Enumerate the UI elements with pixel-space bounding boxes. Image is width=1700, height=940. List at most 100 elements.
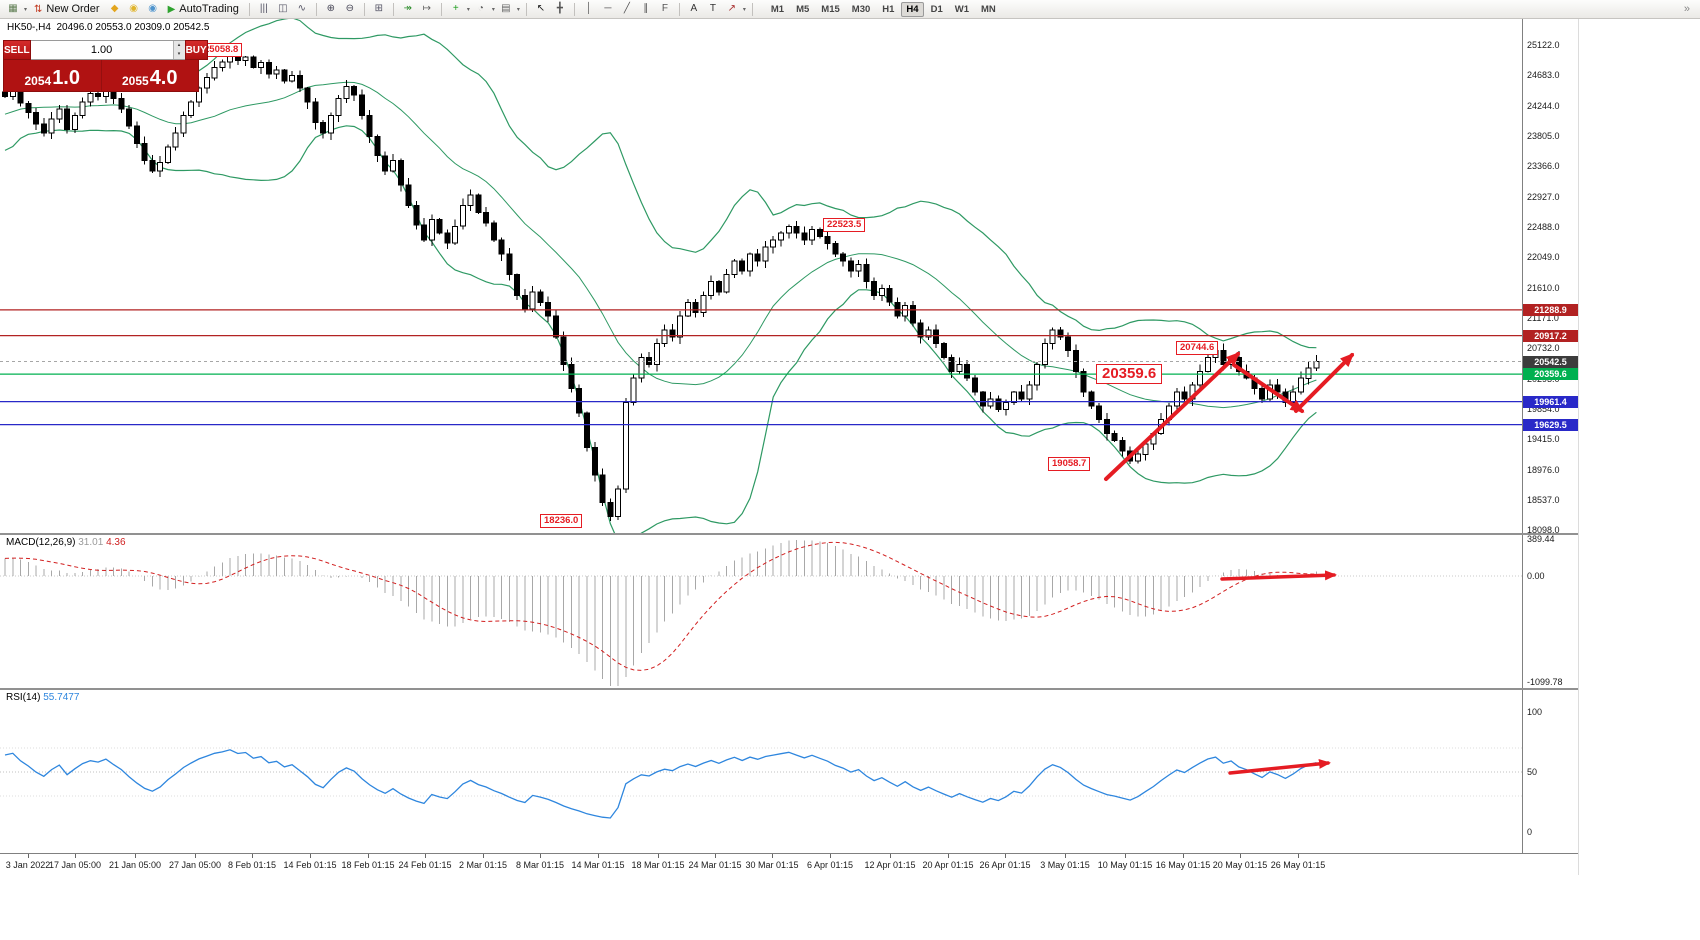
text-label-icon[interactable]: T <box>709 3 716 14</box>
time-axis-tick <box>540 854 541 858</box>
mql5-community-icon[interactable]: ◉ <box>129 3 138 14</box>
pane-separator[interactable] <box>0 688 1578 690</box>
sell-price-prefix: 2054 <box>24 74 52 88</box>
price-scale-label: 19854.0 <box>1527 404 1560 415</box>
trend-arrows[interactable] <box>1104 351 1355 481</box>
price-axis[interactable]: 25122.0 24683.0 24244.0 23805.0 23366.0 22927… <box>1522 19 1578 853</box>
price-scale-label: 22488.0 <box>1527 222 1560 233</box>
dropdown-caret-icon[interactable]: ▾ <box>491 6 495 13</box>
time-axis-label: 14 Mar 01:15 <box>571 860 625 870</box>
sell-button[interactable]: SELL <box>3 40 31 60</box>
price-annotation-20359.6[interactable]: 20359.6 <box>1096 364 1163 385</box>
volume-down-button[interactable]: ▾ <box>173 50 185 59</box>
zoom-out-icon[interactable]: ⊖ <box>345 3 355 14</box>
price-scale-label: 18098.0 <box>1527 525 1560 536</box>
timeframe-d1-button[interactable]: D1 <box>930 3 943 15</box>
rsi-scale-label: 50 <box>1527 767 1538 777</box>
timeframe-h1-button[interactable]: H1 <box>882 3 895 15</box>
toolbar-separator <box>678 2 680 16</box>
dropdown-caret-icon[interactable]: ▾ <box>24 6 28 13</box>
cursor-icon[interactable]: ↖ <box>536 3 546 14</box>
time-axis-tick <box>28 854 29 858</box>
macd-name: MACD(12,26,9) <box>6 537 76 548</box>
volume-up-button[interactable]: ▴ <box>173 41 185 50</box>
fibonacci-icon[interactable]: F <box>661 3 668 14</box>
vertical-line-icon[interactable]: │ <box>585 3 592 14</box>
crosshair-icon[interactable]: ╋ <box>556 3 563 14</box>
time-axis-tick <box>715 854 716 858</box>
auto-scroll-icon[interactable]: ↠ <box>403 3 413 14</box>
time-axis-tick <box>425 854 426 858</box>
price-annotation-25058.8[interactable]: 25058.8 <box>200 42 243 57</box>
time-axis[interactable]: 3 Jan 2022 17 Jan 05:00 21 Jan 05:00 27 Jan… <box>0 853 1578 875</box>
horizontal-line-icon[interactable]: ─ <box>604 3 612 14</box>
dropdown-caret-icon[interactable]: ▾ <box>516 6 520 13</box>
macd-main-value: 31.01 <box>78 537 104 548</box>
macd-indicator-pane: MACD(12,26,9) 31.01 4.36 <box>0 535 1522 688</box>
channel-icon[interactable]: ∥ <box>643 3 649 14</box>
price-annotation-20744.6[interactable]: 20744.6 <box>1176 340 1219 355</box>
chart-shift-icon[interactable]: ↦ <box>422 3 432 14</box>
autotrading-button-label: AutoTrading <box>179 3 239 15</box>
time-axis-tick <box>948 854 949 858</box>
indicators-icon[interactable]: + <box>452 3 459 14</box>
rsi-canvas[interactable] <box>0 690 1522 853</box>
timeframe-w1-button[interactable]: W1 <box>954 3 969 15</box>
chart-window-edge <box>1578 19 1579 875</box>
bar-chart-icon[interactable]: ||| <box>259 3 268 14</box>
arrows-tool-icon[interactable]: ↗ <box>727 3 737 14</box>
rsi-scale-label: 100 <box>1527 707 1543 717</box>
time-axis-tick <box>1005 854 1006 858</box>
autotrading-button[interactable]: ▶ AutoTrading <box>163 1 244 18</box>
timeframe-m30-button[interactable]: M30 <box>851 3 871 15</box>
time-axis-label: 17 Jan 05:00 <box>48 860 102 870</box>
price-chart-pane: 25058.8 22523.5 20744.6 20359.6 19058.7 18236… <box>0 19 1522 533</box>
price-annotation-22523.5[interactable]: 22523.5 <box>823 217 866 232</box>
price-chart-canvas[interactable] <box>0 19 1522 533</box>
line-chart-icon[interactable]: ∿ <box>297 3 307 14</box>
buy-price-prefix: 2055 <box>121 74 149 88</box>
time-axis-tick <box>890 854 891 858</box>
toolbar-separator <box>573 2 575 16</box>
timeframe-m1-button[interactable]: M1 <box>770 3 785 15</box>
price-scale-label: 24244.0 <box>1527 100 1560 111</box>
time-axis-label: 8 Mar 01:15 <box>515 860 565 870</box>
buy-price[interactable]: 2055 4.0 <box>102 60 199 91</box>
macd-canvas[interactable] <box>0 535 1522 688</box>
price-annotation-18236.0[interactable]: 18236.0 <box>540 513 583 528</box>
buy-button[interactable]: BUY <box>184 40 208 60</box>
sell-price[interactable]: 2054 1.0 <box>4 60 102 91</box>
trendline-icon[interactable]: ╱ <box>623 3 630 14</box>
zoom-in-icon[interactable]: ⊕ <box>326 3 336 14</box>
volume-input[interactable] <box>30 41 173 59</box>
text-icon[interactable]: A <box>690 3 698 14</box>
tile-windows-icon[interactable]: ⊞ <box>374 3 384 14</box>
timeframe-m5-button[interactable]: M5 <box>796 3 810 15</box>
autotrading-icon: ▶ <box>167 3 176 15</box>
price-scale-label: 20732.0 <box>1527 343 1560 354</box>
macd-scale-label: 0.00 <box>1527 571 1545 581</box>
timeframe-mn-button[interactable]: MN <box>980 3 996 15</box>
price-tag-20359.6: 20359.6 <box>1523 368 1578 381</box>
templates-icon[interactable]: ▤ <box>501 3 511 14</box>
dropdown-caret-icon[interactable]: ▾ <box>742 6 746 13</box>
toolbar-overflow-icon[interactable]: » <box>1683 3 1690 15</box>
price-annotation-19058.7[interactable]: 19058.7 <box>1048 457 1091 471</box>
new-chart-icon[interactable]: ▦ <box>8 3 18 14</box>
price-scale-label: 21610.0 <box>1527 282 1560 293</box>
timeframe-m15-button[interactable]: M15 <box>821 3 840 15</box>
candlestick-chart-icon[interactable]: ◫ <box>278 3 288 14</box>
timeframe-switcher: M1 M5 M15 M30 H1 H4 D1 W1 MN <box>766 1 1001 17</box>
macd-histogram <box>4 540 1317 686</box>
dropdown-caret-icon[interactable]: ▾ <box>466 6 470 13</box>
pane-separator[interactable] <box>0 533 1578 535</box>
timeframe-h4-button[interactable]: H4 <box>901 1 924 17</box>
time-axis-label: 30 Mar 01:15 <box>745 860 799 870</box>
new-order-button[interactable]: ⇅ New Order <box>29 1 105 18</box>
metaeditor-icon[interactable]: ◆ <box>110 3 119 14</box>
periods-icon[interactable]: ◔ <box>477 3 484 14</box>
toolbar-separator <box>751 2 753 16</box>
horizontal-level-lines[interactable] <box>0 309 1522 426</box>
market-icon[interactable]: ◉ <box>148 3 157 14</box>
time-axis-tick <box>135 854 136 858</box>
